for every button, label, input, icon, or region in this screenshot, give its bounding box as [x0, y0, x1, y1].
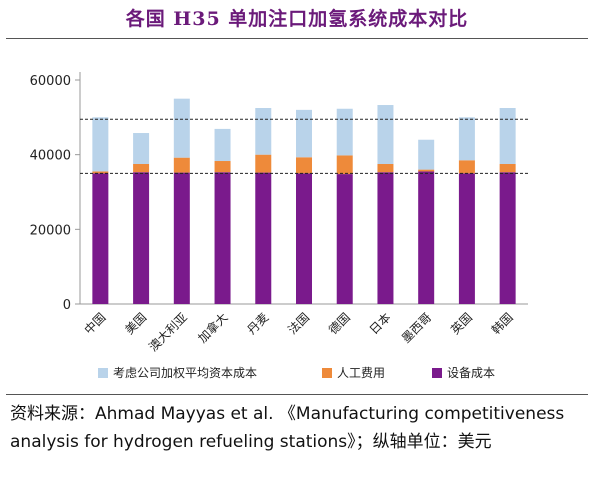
- source-note: 资料来源：Ahmad Mayyas et al. 《Manufacturing …: [10, 400, 585, 456]
- legend-label: 人工费用: [337, 366, 385, 380]
- x-tick-label: 法国: [285, 310, 312, 337]
- bar-segment: [336, 174, 353, 304]
- bar-segment: [418, 169, 435, 172]
- bar-segment: [214, 128, 231, 162]
- bar-segment: [173, 172, 190, 304]
- x-tick-label: 韩国: [488, 310, 516, 338]
- bar-segment: [255, 154, 272, 173]
- bar-segment: [133, 164, 150, 173]
- y-axis: 0 20000 40000 60000: [30, 72, 528, 313]
- source-unit-note: ；纵轴单位：美元: [355, 432, 492, 452]
- stacked-bar-chart: 0 20000 40000 60000 中国 美国澳大利亚 加拿大 丹麦 法国 德国 日本 墨西哥英…: [30, 72, 528, 380]
- bars: [92, 98, 516, 304]
- bar-segment: [377, 164, 394, 173]
- y-tick-label: 60000: [30, 74, 71, 89]
- bar-segment: [92, 171, 109, 174]
- bar-segment: [499, 108, 516, 164]
- bar-segment: [255, 108, 272, 155]
- bar-segment: [418, 139, 435, 170]
- bar-segment: [296, 157, 312, 174]
- source-citation: Ahmad Mayyas et al. 《Manufacturing compe…: [10, 404, 565, 452]
- legend-swatch: [432, 368, 442, 378]
- x-tick-label: 日本: [367, 310, 394, 337]
- source-divider: [6, 394, 588, 395]
- y-tick-label: 0: [63, 298, 71, 313]
- legend-swatch: [98, 368, 108, 378]
- x-tick-label: 丹麦: [245, 310, 272, 337]
- bar-segment: [418, 171, 435, 304]
- x-tick-label: 澳大利亚: [146, 310, 190, 354]
- bar-segment: [133, 133, 150, 164]
- bar-segment: [458, 173, 475, 304]
- bar-segment: [173, 98, 190, 158]
- bar-segment: [499, 172, 516, 304]
- legend: 考虑公司加权平均资本成本 人工费用 设备成本: [98, 366, 495, 380]
- bar-segment: [336, 108, 353, 156]
- title-divider: [6, 38, 588, 39]
- bar-segment: [377, 172, 394, 304]
- x-tick-label: 中国: [81, 310, 109, 338]
- bar-segment: [214, 172, 231, 304]
- x-tick-label: 英国: [448, 310, 475, 337]
- bar-segment: [92, 173, 109, 304]
- bar-segment: [296, 173, 312, 304]
- bar-segment: [458, 117, 475, 161]
- x-tick-label: 加拿大: [195, 310, 231, 346]
- bar-segment: [133, 172, 150, 304]
- legend-swatch: [322, 368, 332, 378]
- x-tick-label: 德国: [325, 310, 353, 338]
- bar-segment: [499, 164, 516, 173]
- y-tick-label: 40000: [30, 149, 71, 164]
- bar-segment: [92, 117, 109, 172]
- bar-segment: [458, 160, 475, 174]
- x-tick-label: 美国: [122, 310, 149, 337]
- bar-segment: [173, 157, 190, 173]
- chart-title: 各国 H35 单加注口加氢系统成本对比: [125, 8, 469, 30]
- legend-label: 考虑公司加权平均资本成本: [113, 366, 257, 380]
- y-tick-label: 20000: [30, 223, 71, 238]
- source-prefix: 资料来源：: [10, 404, 95, 424]
- bar-segment: [377, 105, 394, 164]
- legend-label: 设备成本: [447, 366, 495, 380]
- bar-segment: [296, 109, 312, 158]
- bar-segment: [255, 172, 272, 304]
- bar-segment: [214, 161, 231, 173]
- x-tick-label: 墨西哥: [399, 310, 434, 345]
- bar-segment: [336, 155, 353, 175]
